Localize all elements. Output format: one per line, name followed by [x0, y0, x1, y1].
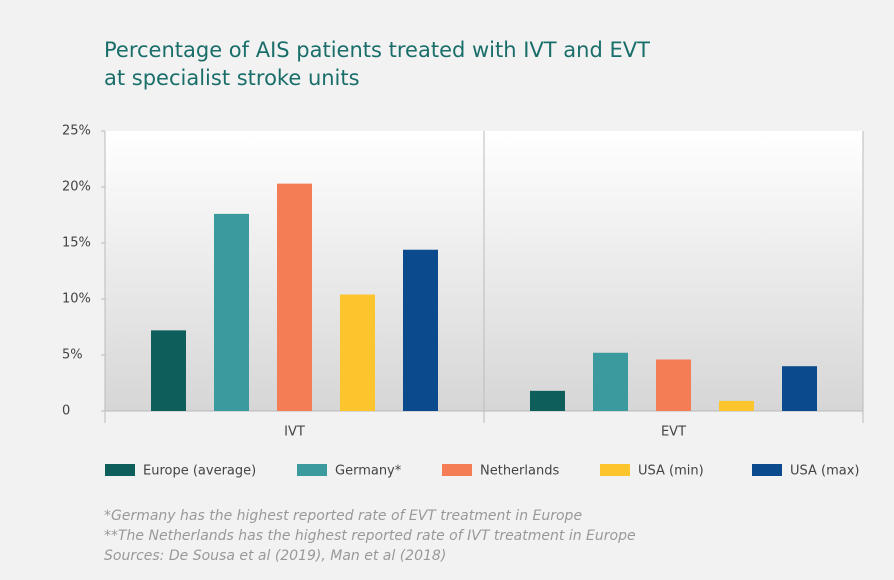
bar: [214, 213, 249, 411]
footnote: Sources: De Sousa et al (2019), Man et a…: [104, 548, 446, 564]
legend-label: Europe (average): [143, 464, 256, 479]
y-tick-label: 10%: [62, 292, 91, 307]
x-tick-label: IVT: [284, 425, 305, 440]
bar: [719, 400, 754, 411]
y-tick-label: 20%: [62, 180, 91, 195]
x-tick-label: EVT: [661, 425, 686, 440]
bar: [593, 352, 628, 411]
bar: [277, 183, 312, 411]
y-tick-label: 5%: [62, 348, 83, 363]
bar: [530, 390, 565, 411]
y-tick-label: 15%: [62, 236, 91, 251]
bar: [782, 366, 817, 411]
footnote: *Germany has the highest reported rate o…: [104, 508, 582, 524]
legend-label: USA (min): [638, 464, 704, 479]
bar: [656, 359, 691, 411]
bar: [403, 249, 438, 411]
legend-swatch: [105, 464, 135, 476]
legend-swatch: [752, 464, 782, 476]
legend-label: Germany*: [335, 464, 402, 479]
footnote: **The Netherlands has the highest report…: [104, 528, 636, 544]
legend-label: Netherlands: [480, 464, 559, 479]
legend-swatch: [442, 464, 472, 476]
bar: [151, 330, 186, 411]
bar: [340, 294, 375, 411]
y-tick-label: 0: [62, 404, 70, 419]
legend-swatch: [297, 464, 327, 476]
legend-label: USA (max): [790, 464, 860, 479]
y-tick-label: 25%: [62, 124, 91, 139]
legend-swatch: [600, 464, 630, 476]
chart-title: Percentage of AIS patients treated with …: [104, 38, 650, 90]
